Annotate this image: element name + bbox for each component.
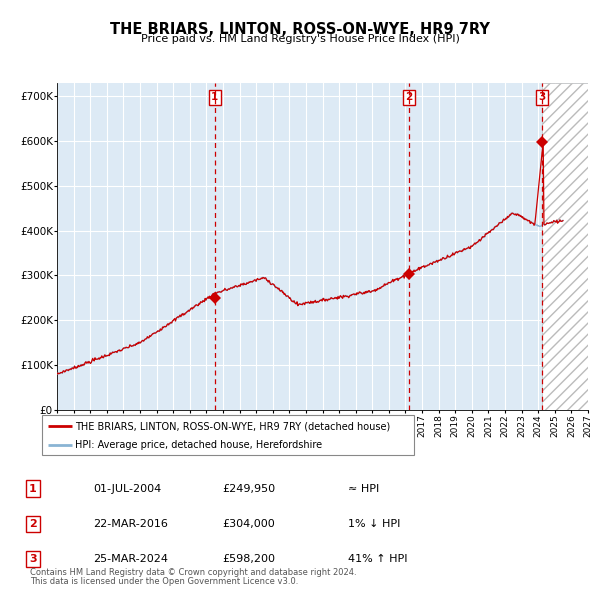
Text: £598,200: £598,200: [222, 555, 275, 564]
Text: 2: 2: [29, 519, 37, 529]
Text: 2: 2: [406, 93, 413, 103]
Text: 1: 1: [211, 93, 218, 103]
Text: 22-MAR-2016: 22-MAR-2016: [93, 519, 168, 529]
Text: THE BRIARS, LINTON, ROSS-ON-WYE, HR9 7RY (detached house): THE BRIARS, LINTON, ROSS-ON-WYE, HR9 7RY…: [76, 421, 391, 431]
FancyBboxPatch shape: [42, 415, 414, 455]
Text: 3: 3: [538, 93, 545, 103]
Text: This data is licensed under the Open Government Licence v3.0.: This data is licensed under the Open Gov…: [30, 578, 298, 586]
Text: THE BRIARS, LINTON, ROSS-ON-WYE, HR9 7RY: THE BRIARS, LINTON, ROSS-ON-WYE, HR9 7RY: [110, 22, 490, 37]
Text: ≈ HPI: ≈ HPI: [348, 484, 379, 493]
Text: Contains HM Land Registry data © Crown copyright and database right 2024.: Contains HM Land Registry data © Crown c…: [30, 568, 356, 577]
Bar: [542, 83, 588, 410]
Text: 41% ↑ HPI: 41% ↑ HPI: [348, 555, 407, 564]
Text: 1% ↓ HPI: 1% ↓ HPI: [348, 519, 400, 529]
Text: £304,000: £304,000: [222, 519, 275, 529]
Text: Price paid vs. HM Land Registry's House Price Index (HPI): Price paid vs. HM Land Registry's House …: [140, 34, 460, 44]
Text: 25-MAR-2024: 25-MAR-2024: [93, 555, 168, 564]
Text: 1: 1: [29, 484, 37, 493]
Text: 3: 3: [29, 555, 37, 564]
Text: £249,950: £249,950: [222, 484, 275, 493]
Bar: [542, 83, 588, 410]
Text: 01-JUL-2004: 01-JUL-2004: [93, 484, 161, 493]
Text: HPI: Average price, detached house, Herefordshire: HPI: Average price, detached house, Here…: [76, 441, 323, 450]
